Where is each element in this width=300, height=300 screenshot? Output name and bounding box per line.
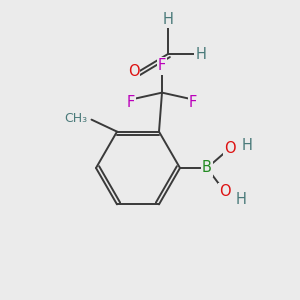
Text: O: O — [128, 64, 139, 80]
Text: B: B — [202, 160, 212, 175]
Text: H: H — [236, 192, 247, 207]
Text: H: H — [163, 12, 173, 27]
Text: F: F — [158, 58, 166, 74]
Text: CH₃: CH₃ — [64, 112, 87, 124]
Text: H: H — [196, 46, 206, 62]
Text: O: O — [224, 141, 235, 156]
Text: O: O — [219, 184, 231, 200]
Text: H: H — [242, 138, 253, 153]
Text: F: F — [127, 95, 135, 110]
Text: F: F — [189, 95, 197, 110]
